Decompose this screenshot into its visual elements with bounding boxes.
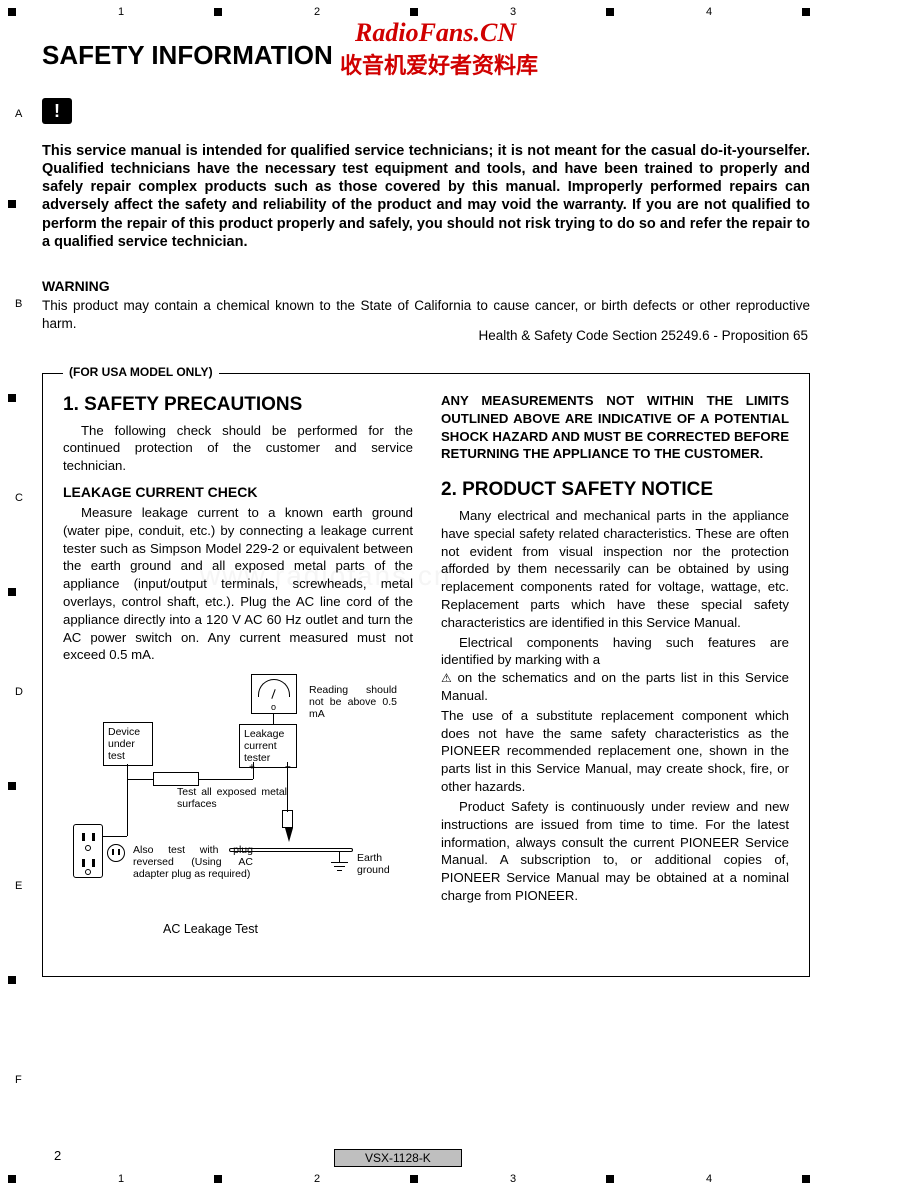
- leakage-check-text: Measure leakage current to a known earth…: [63, 504, 413, 664]
- grid-marker: [606, 8, 614, 16]
- grid-marker: [410, 8, 418, 16]
- grid-marker: [214, 1175, 222, 1183]
- page-title: SAFETY INFORMATION: [42, 40, 333, 71]
- prop65-text: Health & Safety Code Section 25249.6 - P…: [479, 328, 808, 343]
- section-2-p1: Many electrical and mechanical parts in …: [441, 507, 789, 632]
- outlet-icon: [73, 824, 103, 878]
- grid-col-1-b: 1: [118, 1173, 124, 1185]
- grid-marker: [8, 1175, 16, 1183]
- grid-marker: [8, 8, 16, 16]
- grid-marker: [8, 200, 16, 208]
- earth-label: Earth ground: [357, 852, 407, 876]
- watermark-line2: 收音机爱好者资料库: [340, 48, 538, 80]
- grid-col-4-b: 4: [706, 1173, 712, 1185]
- grid-marker: [802, 8, 810, 16]
- fieldset-legend: (FOR USA MODEL ONLY): [63, 365, 219, 379]
- test-surfaces-label: Test all exposed metal surfaces: [177, 786, 287, 810]
- meter-icon: o: [251, 674, 297, 714]
- warning-title: WARNING: [42, 278, 810, 294]
- leakage-test-diagram: o Reading should not be above 0.5 mA Lea…: [63, 674, 413, 934]
- usa-model-box: (FOR USA MODEL ONLY) 1. SAFETY PRECAUTIO…: [42, 373, 810, 977]
- grid-marker: [214, 8, 222, 16]
- section-2-p3: The use of a substitute replacement comp…: [441, 707, 789, 796]
- warning-text: This product may contain a chemical know…: [42, 297, 810, 332]
- grid-marker: [8, 394, 16, 402]
- grid-row-c: C: [15, 492, 23, 504]
- section-1-intro: The following check should be performed …: [63, 422, 413, 475]
- column-left: 1. SAFETY PRECAUTIONS The following chec…: [63, 392, 413, 934]
- grid-row-a: A: [15, 108, 22, 120]
- intro-paragraph: This service manual is intended for qual…: [42, 142, 810, 251]
- grid-marker: [802, 1175, 810, 1183]
- grid-col-2-b: 2: [314, 1173, 320, 1185]
- page-number: 2: [54, 1148, 61, 1163]
- grid-marker: [410, 1175, 418, 1183]
- grid-col-3-b: 3: [510, 1173, 516, 1185]
- grid-col-1: 1: [118, 6, 124, 18]
- triangle-warning-icon: ⚠: [441, 670, 452, 686]
- section-1-title: 1. SAFETY PRECAUTIONS: [63, 392, 413, 418]
- device-box: Device under test: [103, 722, 153, 766]
- grid-row-d: D: [15, 686, 23, 698]
- leakage-check-title: LEAKAGE CURRENT CHECK: [63, 483, 413, 502]
- grid-marker: [8, 976, 16, 984]
- grid-col-2: 2: [314, 6, 320, 18]
- column-right: ANY MEASUREMENTS NOT WITHIN THE LIMITS O…: [441, 392, 789, 934]
- diagram-caption: AC Leakage Test: [163, 922, 258, 936]
- reading-label: Reading should not be above 0.5 mA: [309, 684, 397, 720]
- grid-col-3: 3: [510, 6, 516, 18]
- section-2-p4: Product Safety is continuously under rev…: [441, 798, 789, 905]
- limits-warning: ANY MEASUREMENTS NOT WITHIN THE LIMITS O…: [441, 392, 789, 463]
- grid-marker: [606, 1175, 614, 1183]
- section-2-title: 2. PRODUCT SAFETY NOTICE: [441, 477, 789, 503]
- watermark-line1: RadioFans.CN: [355, 18, 516, 48]
- grid-col-4: 4: [706, 6, 712, 18]
- grid-marker: [8, 588, 16, 596]
- grid-row-e: E: [15, 880, 22, 892]
- ground-bar: [229, 848, 353, 852]
- grid-row-b: B: [15, 298, 22, 310]
- grid-marker: [8, 782, 16, 790]
- warning-block: WARNING This product may contain a chemi…: [42, 278, 810, 332]
- model-badge: VSX-1128-K: [334, 1149, 462, 1167]
- alert-icon: !: [42, 98, 72, 124]
- grid-row-f: F: [15, 1074, 22, 1086]
- section-2-p2: Electrical components having such featur…: [441, 634, 789, 705]
